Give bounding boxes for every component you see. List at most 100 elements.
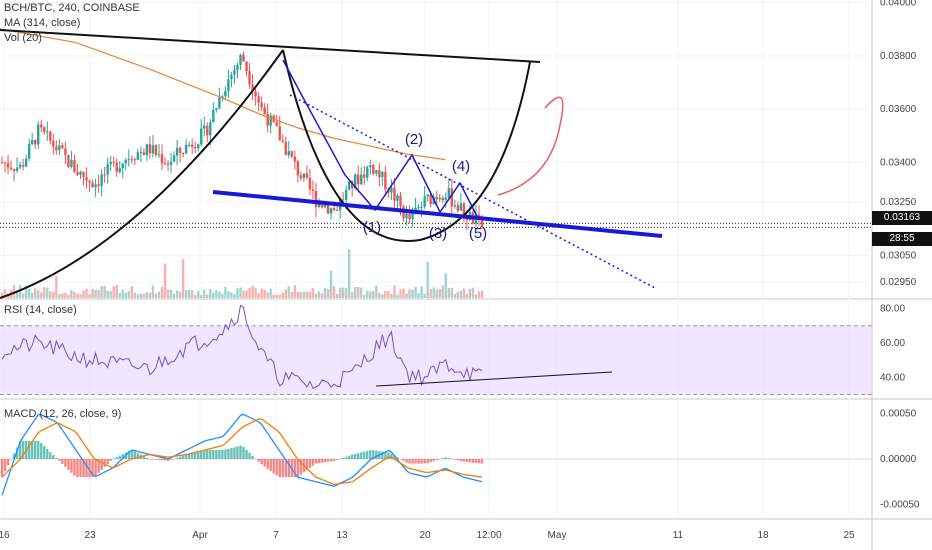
volume-bar — [429, 288, 432, 298]
macd-histogram-bar — [145, 457, 149, 459]
macd-histogram-bar — [471, 459, 475, 463]
time-tick-label: 11 — [673, 530, 684, 541]
volume-bar — [393, 285, 396, 298]
volume-bar — [462, 288, 466, 298]
candle-body — [82, 171, 85, 178]
macd-histogram-bar — [456, 459, 460, 461]
macd-histogram-bar — [317, 459, 321, 464]
volume-bar — [408, 289, 411, 298]
macd-histogram-bar — [372, 450, 375, 459]
candle-body — [100, 174, 103, 186]
macd-histogram-bar — [209, 449, 212, 459]
time-tick-label: 20 — [419, 530, 431, 541]
volume-bar — [154, 293, 158, 298]
candle-body — [106, 164, 109, 175]
volume-bar — [248, 287, 251, 298]
candlesticks — [0, 51, 484, 231]
candle-body — [157, 154, 161, 156]
macd-histogram-bar — [465, 459, 469, 463]
macd-histogram-bar — [142, 456, 146, 459]
volume-bar — [136, 294, 140, 298]
volume-bar — [52, 292, 55, 298]
volume-bar — [218, 291, 221, 298]
candle-body — [251, 84, 254, 92]
volume-bar — [275, 294, 278, 298]
volume-bar — [148, 292, 152, 298]
candle-body — [354, 174, 357, 189]
candle-body — [58, 145, 61, 151]
macd-histogram-bar — [160, 459, 164, 461]
macd-histogram-bar — [73, 459, 76, 476]
macd-histogram-bar — [447, 458, 450, 459]
macd-histogram-bar — [311, 459, 315, 466]
volume-bar — [118, 292, 121, 298]
volume-bar — [184, 290, 188, 298]
macd-histogram-bar — [360, 452, 363, 459]
volume-bar — [411, 289, 414, 298]
candle-body — [52, 140, 55, 147]
volume-bar — [209, 289, 212, 298]
macd-histogram-bar — [299, 459, 303, 475]
vol-legend[interactable]: Vol (20) — [4, 32, 42, 44]
macd-histogram-bar — [151, 459, 155, 460]
candle-body — [203, 125, 206, 129]
candle-body — [453, 205, 457, 207]
rsi-legend[interactable]: RSI (14, close) — [4, 304, 77, 316]
time-tick-label: 16 — [0, 530, 10, 541]
macd-histogram-bar — [335, 459, 339, 460]
volume-bar — [302, 291, 306, 298]
volume-bar — [58, 293, 61, 298]
volume-bar — [465, 294, 469, 298]
price-tick-label: 0.03250 — [880, 197, 917, 208]
candle-body — [91, 182, 94, 188]
volume-bar — [341, 287, 345, 298]
volume-bar — [447, 287, 450, 298]
macd-histogram-bar — [266, 459, 269, 469]
macd-histogram-bar — [357, 453, 360, 459]
user-drawings[interactable]: (1) (2) (3) (4) (5) — [0, 29, 663, 299]
macd-histogram-bar — [3, 459, 7, 472]
volume-bar — [112, 286, 115, 298]
macd-histogram-bar — [408, 459, 411, 464]
candle-body — [308, 177, 312, 190]
symbol-legend[interactable]: BCH/BTC, 240, COINBASE — [4, 2, 140, 14]
macd-histogram-bar — [106, 459, 109, 465]
candle-body — [154, 145, 158, 155]
macd-legend[interactable]: MACD (12, 26, close, 9) — [4, 408, 122, 420]
volume-bar — [332, 285, 336, 298]
macd-histogram-bar — [402, 459, 405, 461]
volume-bar — [197, 290, 200, 298]
macd-histogram-bar — [387, 452, 390, 459]
candle-body — [245, 61, 248, 72]
candle-body — [242, 54, 245, 62]
macd-histogram-bar — [354, 453, 357, 459]
macd-histogram-bar — [224, 449, 227, 459]
ma-legend[interactable]: MA (314, close) — [4, 17, 81, 29]
candle-body — [24, 158, 28, 167]
candle-body — [233, 70, 236, 75]
macd-histogram-bar — [218, 449, 221, 459]
volume-bar — [151, 285, 155, 298]
candle-body — [396, 195, 399, 201]
candle-body — [184, 144, 188, 154]
candle-body — [302, 173, 306, 179]
candle-body — [444, 197, 447, 201]
volume-bar — [49, 291, 52, 298]
candle-body — [55, 146, 58, 151]
last-price-label: 0.03163 — [872, 211, 932, 225]
volume-bar — [73, 291, 76, 298]
macd-histogram-bar — [34, 440, 37, 459]
ma-line-path — [0, 28, 446, 161]
macd-histogram-bar — [399, 459, 402, 460]
macd-histogram-bar — [12, 453, 16, 459]
candle-body — [480, 217, 484, 227]
volume-bar — [245, 290, 248, 298]
macd-histogram-bar — [136, 453, 140, 459]
rsi-line — [1, 304, 483, 389]
volume-bar — [76, 293, 79, 298]
volume-bar — [12, 285, 16, 298]
macd-histogram-bar — [121, 454, 124, 459]
macd-histogram-bar — [347, 455, 351, 459]
candle-body — [169, 161, 173, 165]
